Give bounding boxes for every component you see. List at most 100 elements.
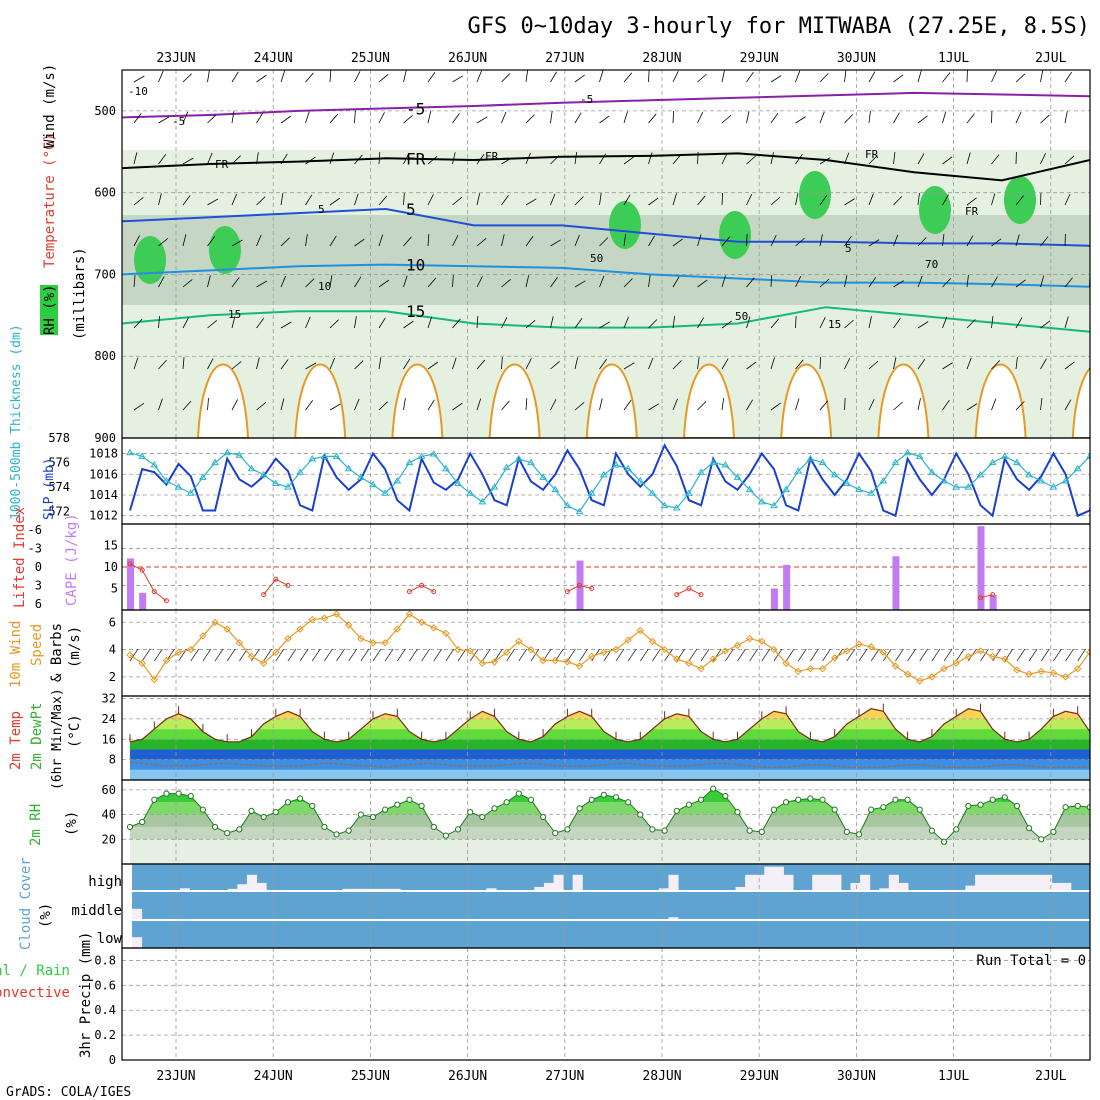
upper-wind-barb — [133, 113, 142, 124]
upper-wind-barb — [476, 316, 479, 329]
lifted-index-label: Lifted Index — [12, 507, 28, 608]
upper-wind-barb — [966, 357, 972, 370]
upper-wind-barb — [893, 401, 903, 411]
upper-wind-barb — [354, 276, 362, 288]
upper-wind-barb — [868, 155, 878, 165]
rh-point — [418, 802, 425, 810]
rh-point — [940, 838, 948, 845]
upper-wind-barb — [1064, 316, 1069, 329]
wind-speed-marker — [417, 618, 426, 626]
surface-wind-barb — [870, 648, 880, 662]
temperature-label: Temperature (°C) — [42, 133, 58, 268]
upper-wind-barb — [256, 357, 260, 370]
upper-wind-barb — [256, 74, 267, 83]
x-tick-label-top: 26JUN — [448, 51, 487, 66]
x-tick-label-top: 25JUN — [351, 51, 390, 66]
upper-wind-barb — [819, 278, 830, 288]
warm-boundary-layer — [294, 363, 347, 438]
surface-wind-barb — [129, 648, 139, 662]
lifted-index-line — [567, 584, 592, 593]
precip-convective-label: Convective — [0, 985, 70, 1001]
wind-speed-marker — [794, 667, 802, 676]
thickness-marker — [223, 448, 232, 456]
upper-wind-barb — [280, 153, 288, 165]
upper-wind-barb — [256, 280, 268, 288]
thickness-marker — [745, 485, 754, 493]
upper-wind-barb — [574, 74, 585, 83]
upper-wind-barb — [648, 403, 659, 411]
upper-wind-barb — [354, 193, 359, 206]
upper-wind-barb — [672, 276, 680, 288]
upper-wind-barb — [1040, 320, 1051, 329]
upper-wind-barb — [1040, 236, 1049, 247]
wind-speed-marker — [551, 656, 559, 665]
upper-wind-barb — [158, 238, 169, 247]
upper-wind-barb — [893, 280, 904, 288]
upper-wind-barb — [280, 115, 292, 124]
upper-wind-barb — [182, 111, 189, 124]
upper-wind-barb — [1015, 73, 1026, 83]
thickness-marker — [855, 485, 863, 493]
surface-wind-barb — [1077, 648, 1087, 662]
upper-wind-barb — [1015, 357, 1018, 370]
wind-speed-marker — [745, 634, 754, 643]
upper-wind-barb — [280, 70, 286, 83]
x-tick-label-bottom: 1JUL — [938, 1069, 969, 1084]
upper-wind-barb — [280, 275, 287, 288]
upper-wind-barb — [427, 194, 434, 206]
wind-speed-marker — [770, 645, 778, 654]
upper-wind-barb — [599, 398, 603, 411]
surface-wind-barb — [761, 648, 771, 662]
precip-tick: 0.4 — [94, 1003, 116, 1017]
thickness-marker — [271, 479, 280, 486]
wind10m-label: 10m Wind — [8, 621, 24, 688]
run-total-label: Run Total = 0 — [976, 953, 1086, 969]
thickness-marker — [685, 489, 693, 496]
y-tick-label: 32 — [102, 692, 116, 706]
wind-speed-marker — [733, 641, 742, 650]
upper-wind-barb — [868, 276, 877, 288]
rh-point — [236, 826, 243, 833]
wind-speed-marker — [247, 652, 256, 661]
rh-point — [576, 805, 583, 812]
upper-wind-barb — [452, 402, 463, 411]
surface-wind-barb — [1004, 648, 1014, 662]
thickness-marker — [1025, 470, 1033, 478]
lifted-index-point — [589, 586, 595, 591]
cloud-bar — [879, 888, 890, 891]
upper-wind-barb — [550, 111, 553, 124]
rh-point — [1026, 825, 1033, 832]
surface-wind-barb — [773, 648, 783, 662]
wind-speed-marker — [162, 656, 171, 665]
lifted-index-line — [409, 584, 435, 593]
upper-wind-barb — [501, 111, 507, 124]
upper-wind-barb — [1015, 195, 1024, 206]
thickness-marker — [417, 452, 426, 459]
upper-wind-barb — [476, 154, 485, 165]
isotherm-line — [122, 263, 1090, 288]
cloud-bar — [783, 874, 794, 891]
upper-wind-barb — [1064, 399, 1072, 411]
thickness-marker — [903, 448, 912, 456]
cloud-cover-label: Cloud Cover — [18, 857, 34, 950]
upper-wind-barb — [893, 357, 897, 370]
temp-band — [130, 749, 1090, 760]
x-tick-label-bottom: 27JUN — [545, 1069, 584, 1084]
thickness-marker — [782, 485, 790, 493]
thickness-marker — [150, 461, 159, 468]
cloud-bar — [381, 888, 392, 891]
surface-wind-barb — [396, 648, 406, 662]
cloud-bar — [764, 866, 775, 891]
upper-wind-barb — [525, 398, 528, 411]
surface-wind-barb — [737, 648, 746, 662]
upper-wind-barb — [1089, 409, 1090, 411]
dewpoint-line — [129, 761, 1090, 768]
thickness-marker — [697, 468, 705, 475]
thickness-marker — [356, 473, 365, 480]
thickness-marker — [757, 497, 766, 505]
upper-wind-barb — [378, 357, 382, 370]
rh-shade-high — [609, 201, 641, 249]
surface-wind-barb — [190, 648, 200, 662]
upper-wind-barb — [672, 110, 675, 124]
upper-wind-barb — [893, 196, 903, 206]
